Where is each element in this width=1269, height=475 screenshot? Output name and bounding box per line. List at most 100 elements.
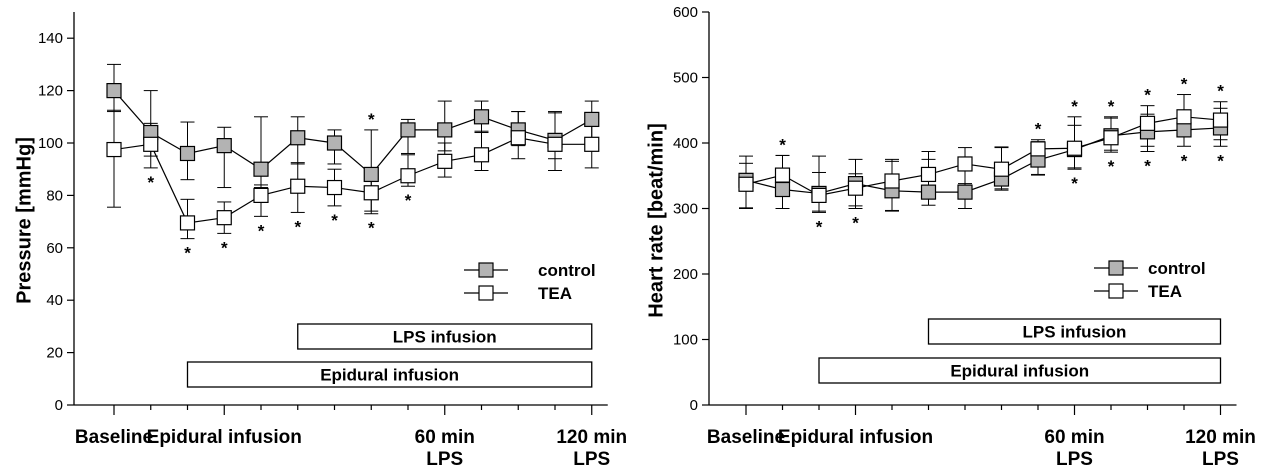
y-tick-label: 20: [46, 345, 63, 362]
x-category-label: Epidural infusion: [147, 427, 302, 448]
infusion-box: [297, 323, 593, 350]
data-point: [363, 185, 379, 201]
y-tick-label: 100: [38, 135, 63, 152]
data-point: [957, 156, 973, 172]
data-point: [179, 145, 196, 162]
y-tick-label: 400: [673, 135, 698, 152]
data-point: [920, 184, 937, 200]
markers-TEA: [738, 109, 1229, 203]
x-category-label: Baseline: [75, 427, 153, 448]
significance-marker: *: [1035, 120, 1042, 139]
data-point: [106, 141, 122, 158]
data-point: [473, 109, 490, 125]
data-point: [957, 184, 973, 200]
data-point: [884, 173, 900, 189]
significance-marker: *: [147, 173, 154, 192]
legend-label-control: control: [538, 261, 596, 280]
significance-marker: *: [1217, 82, 1224, 101]
y-tick-label: 0: [690, 397, 698, 414]
data-point: [847, 180, 864, 196]
x-category-label: Baseline: [707, 427, 785, 448]
data-point: [437, 122, 453, 138]
y-tick-label: 200: [673, 266, 698, 283]
x-category-label: 60 min: [1044, 427, 1104, 448]
data-point: [106, 82, 122, 99]
data-point: [510, 130, 526, 146]
infusion-box: [818, 357, 1222, 384]
infusion-box-label: Epidural infusion: [950, 362, 1089, 381]
y-tick-label: 0: [55, 397, 63, 414]
x-category-label: 120 min: [1185, 427, 1256, 448]
legend-marker: [1108, 283, 1124, 299]
x-category-label: 120 min: [556, 427, 627, 448]
significance-marker: *: [294, 217, 301, 236]
legend: control TEA: [464, 261, 596, 303]
data-point: [584, 111, 600, 128]
data-point: [1176, 109, 1192, 125]
data-point: [216, 210, 232, 226]
significance-marker: *: [1144, 86, 1151, 105]
data-point: [1176, 122, 1192, 138]
x-category-label: Epidural infusion: [778, 427, 933, 448]
data-point: [437, 153, 453, 169]
significance-marker: *: [1181, 75, 1188, 94]
y-tick-label: 140: [38, 30, 63, 47]
data-point: [547, 136, 563, 152]
data-point: [993, 161, 1010, 177]
data-point: [179, 215, 196, 231]
y-tick-label: 500: [673, 70, 698, 87]
data-point: [253, 187, 269, 203]
data-point: [774, 181, 791, 198]
significance-marker: *: [405, 191, 412, 210]
significance-marker: *: [1144, 157, 1151, 176]
significance-marker: *: [1071, 174, 1078, 193]
y-tick-label: 600: [673, 4, 698, 21]
data-point: [216, 138, 232, 154]
y-axis-title: Heart rate [beat/min]: [645, 123, 667, 318]
data-point: [143, 136, 159, 152]
y-axis-title: Pressure [mmHg]: [13, 137, 35, 304]
significance-marker: *: [816, 217, 823, 236]
legend-label-TEA: TEA: [1148, 282, 1182, 301]
data-point: [1030, 141, 1046, 157]
infusion-box: [186, 361, 593, 388]
y-tick-label: 120: [38, 83, 63, 100]
x-category-label: LPS: [1202, 449, 1239, 470]
data-point: [400, 168, 416, 184]
x-category-label: LPS: [573, 449, 610, 470]
data-point: [326, 179, 343, 196]
data-point: [363, 166, 379, 183]
data-point: [1103, 130, 1119, 146]
y-tick-label: 40: [46, 292, 63, 309]
significance-marker: *: [258, 221, 265, 240]
data-point: [1066, 140, 1083, 156]
legend-label-control: control: [1148, 259, 1206, 278]
data-point: [400, 122, 416, 138]
significance-marker: *: [852, 214, 859, 233]
legend-marker: [478, 262, 494, 278]
y-tick-label: 80: [46, 187, 63, 204]
significance-marker: *: [779, 135, 786, 154]
y-tick-label: 100: [673, 332, 698, 349]
significance-marker: *: [331, 211, 338, 230]
y-tick-label: 60: [46, 240, 63, 257]
significance-marker: *: [1071, 97, 1078, 116]
data-point: [473, 147, 490, 163]
legend-marker: [478, 285, 494, 301]
infusion-box-label: LPS infusion: [1023, 323, 1127, 342]
data-point: [811, 187, 827, 203]
data-point: [1139, 115, 1156, 131]
data-point: [253, 161, 269, 177]
x-category-label: LPS: [1056, 449, 1093, 470]
infusion-box-label: LPS infusion: [393, 328, 497, 347]
infusion-box: [927, 318, 1222, 345]
data-point: [738, 176, 754, 192]
legend-marker: [1108, 260, 1124, 276]
data-point: [1212, 112, 1229, 128]
data-point: [774, 167, 791, 183]
markers-TEA: [106, 130, 600, 231]
significance-marker: *: [221, 238, 228, 257]
